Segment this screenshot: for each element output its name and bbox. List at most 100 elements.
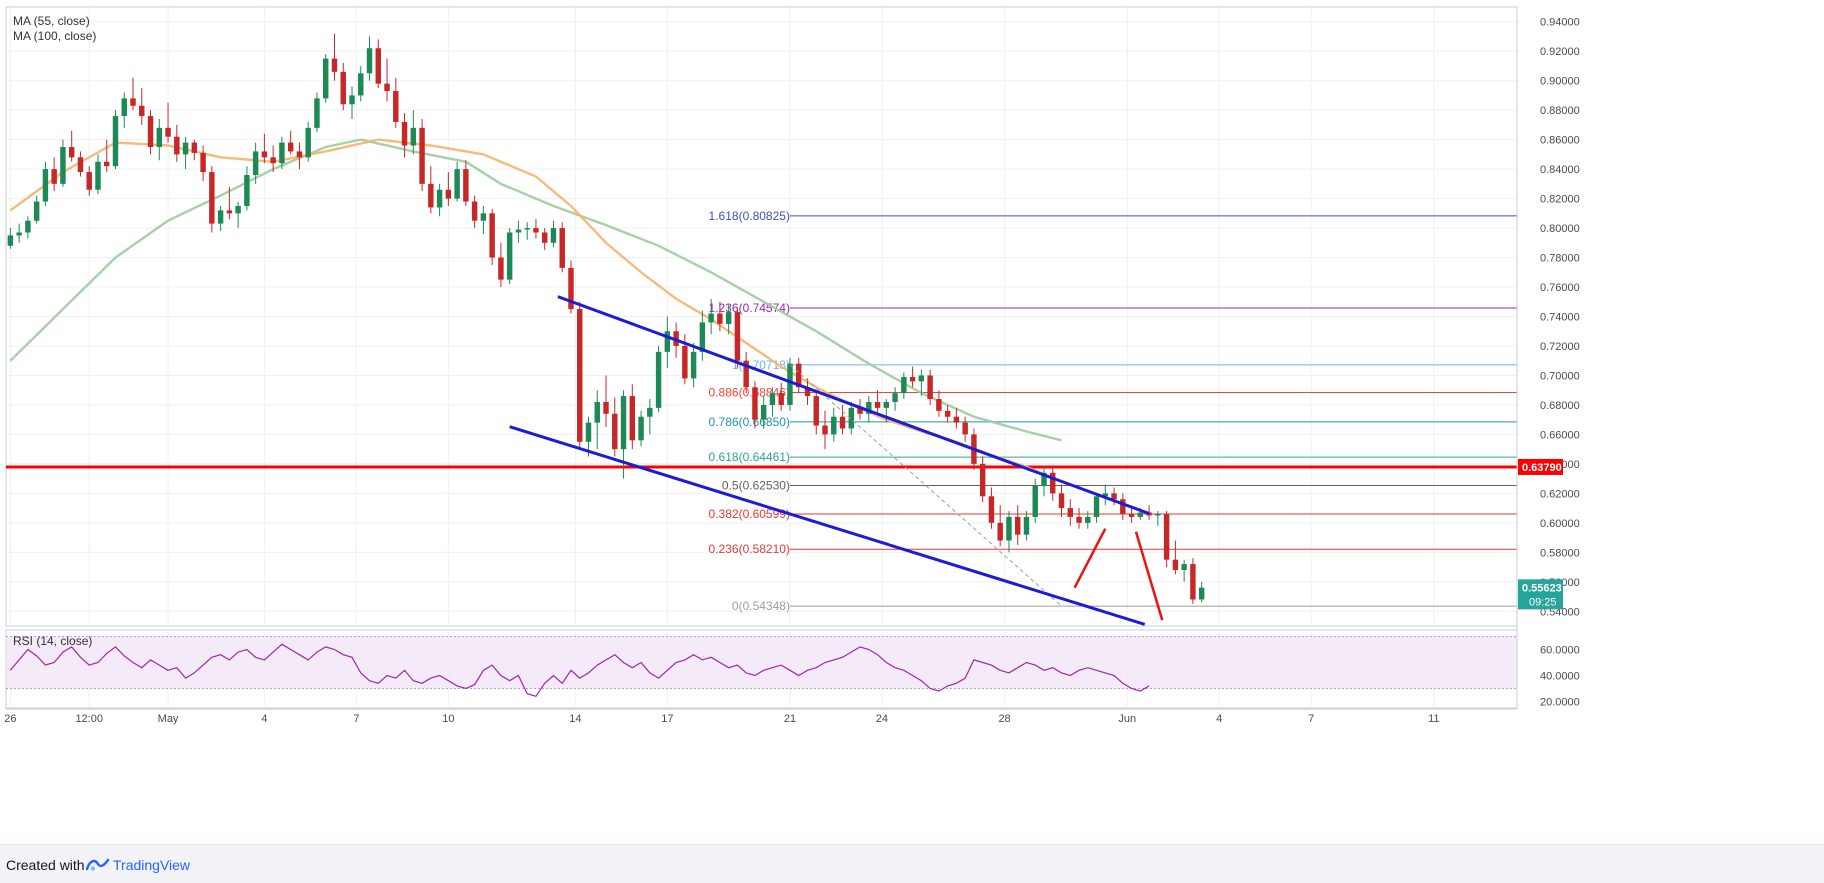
price-tick-label: 0.94000 [1540, 17, 1580, 29]
candle-body [349, 95, 355, 105]
candle-body [252, 151, 259, 176]
rsi-line [9, 643, 1150, 698]
ma55-line [9, 138, 1062, 483]
candle-body [191, 142, 198, 153]
candle-body [279, 142, 285, 164]
price-tick-label: 0.74000 [1540, 312, 1580, 324]
candle-body [323, 58, 329, 99]
candle-body [463, 169, 469, 202]
candle-body [769, 393, 776, 405]
x-tick-label: 11 [1428, 713, 1439, 725]
candle-body [848, 407, 854, 429]
candle-body [1006, 516, 1012, 541]
fib-level-label: 0.786(0.66850) [709, 415, 790, 429]
candle-body [620, 396, 627, 450]
candle-body [725, 312, 732, 324]
price-tick-label: 0.60000 [1540, 518, 1580, 530]
candle-body [200, 152, 206, 173]
candle-body [1155, 513, 1161, 516]
x-tick-label: 12:00 [75, 713, 103, 725]
level-price-label: 0.63790 [1522, 462, 1562, 474]
candle-body [419, 127, 425, 184]
x-tick-label: 28 [998, 713, 1010, 725]
candle-body [717, 313, 723, 324]
rsi-legend-label: RSI (14, close) [13, 634, 92, 648]
candle-body [1102, 493, 1109, 497]
candle-body [752, 387, 758, 420]
candle-body [594, 401, 600, 423]
price-tick-label: 0.70000 [1540, 370, 1580, 382]
candle-body [515, 229, 522, 233]
price-tick-label: 0.80000 [1540, 223, 1580, 235]
x-tick-label: 14 [569, 713, 581, 725]
candle-body [918, 375, 925, 382]
ma100-line [9, 138, 1062, 442]
candle-body [708, 313, 714, 323]
current-price-tag [1518, 579, 1563, 610]
candle-body [927, 375, 933, 400]
candle-body [831, 416, 837, 435]
candle-body [1181, 564, 1187, 570]
x-tick-label: 4 [261, 713, 267, 725]
candle-body [217, 210, 224, 224]
price-tick-label: 0.82000 [1540, 194, 1580, 206]
channel-trend-line [557, 295, 1150, 515]
candle-body [533, 228, 539, 233]
candle-body [909, 376, 916, 382]
candle-body [1163, 513, 1170, 560]
x-tick-label: 7 [353, 713, 359, 725]
rsi-tick-label: 20.0000 [1540, 697, 1580, 709]
candle-body [33, 201, 40, 221]
candle-body [77, 157, 84, 173]
candle-body [647, 407, 653, 417]
price-tick-label: 0.62000 [1540, 488, 1580, 500]
candle-body [410, 127, 417, 146]
forecast-line [1073, 528, 1107, 589]
candle-body [95, 161, 101, 190]
fib-level-label: 0.236(0.58210) [709, 542, 790, 556]
fib-level-label: 0.886(0.68846) [709, 385, 790, 399]
candle-body [226, 210, 233, 214]
price-tick-label: 0.68000 [1540, 400, 1580, 412]
candle-body [699, 322, 706, 352]
candle-body [664, 331, 671, 352]
candle-body [822, 425, 828, 435]
price-tick-label: 0.90000 [1540, 76, 1580, 88]
candle-body [156, 127, 163, 148]
fib-level-label: 0.382(0.60599) [709, 507, 790, 521]
price-tick-label: 0.58000 [1540, 547, 1580, 559]
candle-body [638, 416, 644, 441]
candle-body [743, 360, 749, 388]
candle-body [25, 220, 31, 233]
chart-canvas[interactable]: 26 12:00 May 4 7 10 14 17 21 24 28 Jun 4 7 11 0.94000 0.… [0, 0, 1824, 844]
candle-body [866, 401, 872, 414]
candle-body [428, 183, 434, 208]
candle-body [682, 345, 688, 379]
price-tick-label: 0.84000 [1540, 164, 1580, 176]
candle-body [1067, 508, 1073, 517]
candle-body [112, 116, 119, 167]
candle-body [796, 363, 802, 388]
candle-body [471, 201, 478, 221]
current-price-label: 0.55623 [1522, 582, 1562, 594]
candle-body [1014, 516, 1021, 535]
candle-body [1190, 564, 1196, 600]
fib-level-label: 1.236(0.74574) [709, 301, 790, 315]
x-tick-label: Jun [1118, 713, 1136, 725]
price-tick-label: 0.66000 [1540, 429, 1580, 441]
candle-body [1172, 559, 1179, 570]
candle-body [42, 169, 49, 202]
candle-body [559, 228, 565, 268]
price-tick-label: 0.78000 [1540, 253, 1580, 265]
candle-body [857, 407, 863, 414]
candle-body [130, 98, 136, 106]
x-tick-label: 21 [784, 713, 796, 725]
candle-body [244, 175, 250, 206]
created-with-label: Created with [6, 857, 85, 873]
forecast-line [1134, 531, 1164, 621]
candle-body [1058, 493, 1065, 509]
tradingview-brand-link[interactable]: TradingView [113, 857, 191, 873]
candle-body [86, 172, 92, 190]
tradingview-logo-icon [86, 858, 110, 871]
